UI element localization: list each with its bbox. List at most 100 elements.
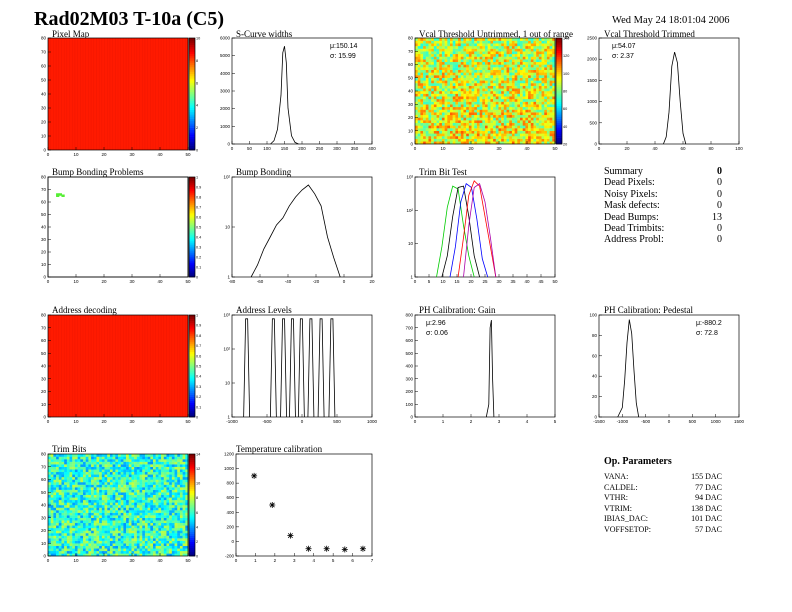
vcal-untrimmed-cell [444,136,448,139]
vcal-untrimmed-cell [520,45,523,49]
trim-bits-cell [83,553,86,557]
vcal-untrimmed-cell [522,136,526,139]
vcal-untrimmed-cell [460,128,464,131]
trim-bits-cell [58,517,62,521]
vcal-untrimmed-cell [498,40,502,44]
trim-bits-cell [131,502,135,506]
trim-bits-cell [131,482,135,485]
vcal-untrimmed-cell [455,40,459,44]
trim-bits-cell [101,482,105,485]
trim-bits-ztick-label: 12 [196,467,200,471]
vcal-untrimmed-cell [509,138,513,142]
vcal-untrimmed-cell [549,75,553,78]
trim-bits-cell [118,489,121,493]
trim-bits-cell [123,527,127,531]
trim-bits-cell [115,533,119,536]
trim-bits-cell [58,494,62,498]
trim-bit-ytick-label: 10³ [406,175,413,180]
vcal-untrimmed-cell [433,40,437,44]
vcal-untrimmed-cell [528,96,531,100]
trim-bits-cell [150,474,154,478]
trim-bits-cell [179,540,183,544]
trim-bits-cell [50,459,54,462]
vcal-untrimmed-cell [417,141,421,145]
trim-bits-cell [120,512,124,516]
vcal-untrimmed-cell [417,64,421,68]
trim-bits-cell [104,494,108,498]
vcal-untrimmed-cell [520,120,523,123]
trim-bits-cell [104,482,108,485]
vcal-untrimmed-cell [428,83,432,86]
vcal-untrimmed-cell [501,93,505,97]
trim-bits-cell [50,545,54,549]
address-decoding-colorbar-cell [189,345,195,348]
ph-pedestal-frame [598,314,740,418]
trim-bits-cell [96,535,100,539]
vcal-untrimmed-cell [452,120,456,123]
vcal-untrimmed-cell [452,130,456,134]
vcal-untrimmed-cell [455,59,459,63]
trim-bits-cell [91,459,94,462]
vcal-untrimmed-cell [520,93,523,97]
vcal-untrimmed-cell [514,106,518,110]
vcal-untrimmed-cell [415,59,418,63]
trim-bits-cell [139,484,143,488]
bump-problems-colorbar-cell [189,197,195,200]
vcal-untrimmed-cell [479,72,483,76]
trim-bits-cell [161,543,164,546]
trim-bits-cell [123,489,127,493]
trim-bits-cell [74,497,78,501]
trim-bits-cell [93,459,97,462]
vcal-untrimmed-cell [436,141,440,145]
vcal-untrimmed-xtick-label: 40 [524,146,530,151]
trim-bits-cell [118,512,121,516]
trim-bits-colorbar-cell [189,492,195,496]
vcal-untrimmed-cell [490,51,494,55]
trim-bits-cell [182,540,186,544]
vcal-untrimmed-cell [415,130,418,134]
pixel-map-colorbar-cell [189,62,195,66]
trim-bits-cell [185,550,189,554]
vcal-untrimmed-cell [433,117,437,121]
vcal-untrimmed-cell [447,104,451,108]
vcal-untrimmed-cell [455,43,459,47]
vcal-untrimmed-cell [476,122,480,126]
trim-bits-xtick-label: 10 [73,558,79,563]
trim-bits-cell [85,520,89,524]
vcal-untrimmed-cell [495,43,499,47]
trim-bits-cell [50,512,54,516]
vcal-untrimmed-colorbar-cell [556,42,562,45]
vcal-untrimmed-cell [501,130,505,134]
trim-bits-cell [58,520,62,524]
trim-bits-cell [161,535,164,539]
trim-bits-cell [109,512,113,516]
trim-bits-cell [126,520,129,524]
trim-bits-cell [50,550,54,554]
vcal-untrimmed-cell [471,109,475,113]
bump-problems-ytick-label: 60 [41,200,47,205]
trim-bits-cell [93,471,97,475]
vcal-untrimmed-cell [509,120,513,123]
trim-bits-cell [83,525,86,529]
trim-bits-cell [80,461,84,465]
trim-bits-cell [99,540,103,544]
vcal-untrimmed-cell [444,120,448,123]
trim-bits-cell [126,459,129,462]
vcal-untrimmed-cell [536,72,540,76]
trim-bits-cell [96,459,100,462]
vcal-untrimmed-cell [520,56,523,60]
trim-bits-cell [185,540,189,544]
vcal-untrimmed-cell [530,67,534,70]
trim-bits-cell [107,530,111,534]
vcal-untrimmed-cell [431,48,435,52]
vcal-untrimmed-cell [490,128,494,131]
vcal-untrimmed-cell [541,133,545,137]
trim-bits-cell [155,517,159,521]
trim-bits-cell [174,484,178,488]
vcal-untrimmed-cell [423,122,426,126]
vcal-untrimmed-cell [495,133,499,137]
trim-bits-cell [104,522,108,526]
vcal-untrimmed-cell [501,59,505,63]
vcal-untrimmed-cell [536,104,540,108]
vcal-untrimmed-cell [501,114,505,118]
